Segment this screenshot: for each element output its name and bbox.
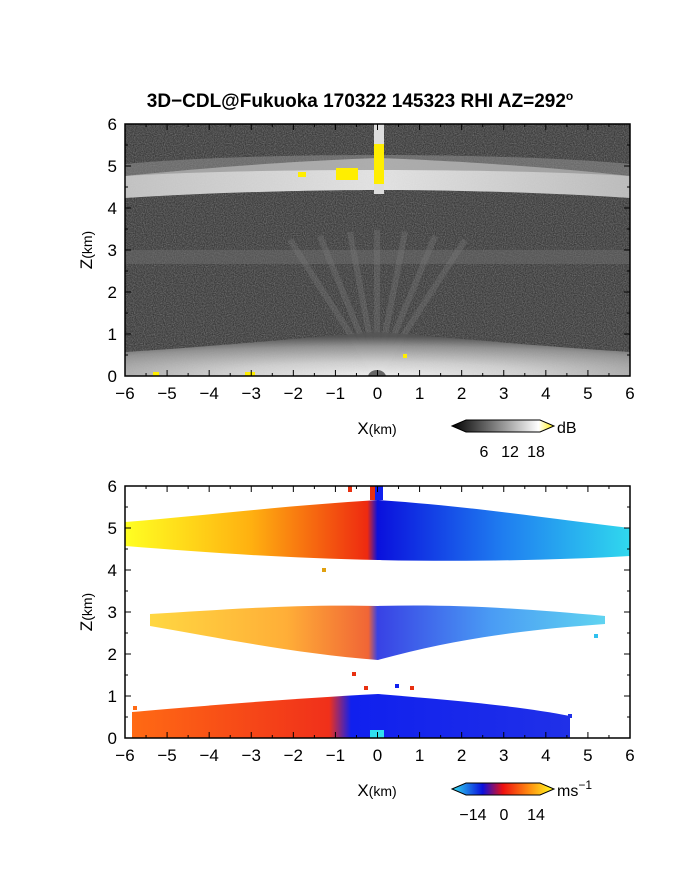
- velocity-axes: −6 −5 −4 −3 −2 −1 0 1 2 3 4 5 6 0 1 2 3 4 5 6: [108, 477, 635, 765]
- velocity-image: [125, 486, 630, 738]
- velocity-middle-layer: [150, 605, 605, 660]
- reflectivity-x-tick-label: −1: [326, 384, 345, 403]
- reflectivity-xlabel: X(km): [357, 419, 396, 438]
- reflectivity-y-tick-label: 1: [108, 325, 117, 344]
- reflectivity-x-tick-label: −6: [115, 384, 134, 403]
- velocity-x-tick-label: −3: [242, 746, 261, 765]
- velocity-ylabel: Z(km): [77, 593, 96, 631]
- reflectivity-xlabel-text: X: [357, 419, 368, 438]
- velocity-colorbar-tick-0: 0: [500, 807, 509, 824]
- velocity-upper-layer: [125, 500, 630, 561]
- reflectivity-x-tick-label: −4: [199, 384, 218, 403]
- velocity-y-tick-label: 0: [108, 729, 117, 748]
- velocity-x-tick-label: 1: [415, 746, 424, 765]
- reflectivity-x-tick-label: −5: [157, 384, 176, 403]
- velocity-x-tick-label: −4: [199, 746, 218, 765]
- reflectivity-panel: −6 −5 −4 −3 −2 −1 0 1 2 3 4 5 6 0 1 2 3 4 5 6: [108, 115, 635, 403]
- reflectivity-x-tick-label: 4: [541, 384, 550, 403]
- reflectivity-y-tick-label: 2: [108, 283, 117, 302]
- reflectivity-x-tick-label: −3: [242, 384, 261, 403]
- reflectivity-colorbar-tick-6: 6: [480, 444, 489, 461]
- chart-title: 3D−CDL@Fukuoka 170322 145323 RHI AZ=292o: [147, 89, 574, 112]
- velocity-colorbar-tick-neg14: −14: [459, 807, 486, 824]
- reflectivity-colorbar-tick-12: 12: [501, 444, 519, 461]
- velocity-y-tick-label: 2: [108, 645, 117, 664]
- velocity-x-tick-label: −2: [284, 746, 303, 765]
- velocity-colorbar: ms−1 −14 0 14: [450, 778, 592, 824]
- title-degree-symbol: o: [566, 89, 573, 103]
- reflectivity-y-tick-label: 6: [108, 115, 117, 134]
- velocity-x-tick-label: −1: [326, 746, 345, 765]
- velocity-xlabel: X(km): [357, 781, 396, 800]
- velocity-x-tick-label: 2: [457, 746, 466, 765]
- velocity-colorbar-unit-base: ms: [557, 783, 578, 800]
- reflectivity-y-tick-label: 4: [108, 199, 117, 218]
- velocity-x-tick-label: −5: [157, 746, 176, 765]
- reflectivity-x-tick-label: −2: [284, 384, 303, 403]
- velocity-ylabel-text: Z: [77, 621, 96, 631]
- velocity-scatter: [133, 486, 598, 718]
- velocity-panel: −6 −5 −4 −3 −2 −1 0 1 2 3 4 5 6 0 1 2 3 4 5 6: [108, 477, 635, 765]
- reflectivity-y-tick-label: 5: [108, 157, 117, 176]
- reflectivity-y-tick-label: 3: [108, 241, 117, 260]
- velocity-y-tick-label: 3: [108, 603, 117, 622]
- reflectivity-x-tick-label: 2: [457, 384, 466, 403]
- boundary-layer: [125, 332, 630, 376]
- velocity-x-tick-label: 3: [499, 746, 508, 765]
- reflectivity-y-tick-label: 0: [108, 367, 117, 386]
- chart-title-main: 3D−CDL@Fukuoka 170322 145323 RHI AZ=292: [147, 91, 566, 112]
- reflectivity-x-tick-label: 0: [373, 384, 382, 403]
- velocity-xlabel-text: X: [357, 781, 368, 800]
- velocity-x-tick-label: 6: [625, 746, 634, 765]
- reflectivity-xlabel-unit: (km): [369, 421, 397, 437]
- velocity-xlabel-unit: (km): [369, 783, 397, 799]
- velocity-x-tick-label: 4: [541, 746, 550, 765]
- reflectivity-x-tick-label: 5: [583, 384, 592, 403]
- velocity-lower-layer: [132, 694, 570, 738]
- high-reflectivity-patches: [153, 144, 407, 376]
- reflectivity-ylabel-unit: (km): [79, 231, 95, 259]
- reflectivity-ylabel-text: Z: [77, 259, 96, 269]
- reflectivity-x-tick-label: 1: [415, 384, 424, 403]
- reflectivity-colorbar-tick-18: 18: [527, 444, 545, 461]
- velocity-colorbar-unit-exponent: −1: [578, 778, 592, 792]
- reflectivity-x-tick-label: 6: [625, 384, 634, 403]
- reflectivity-axes: −6 −5 −4 −3 −2 −1 0 1 2 3 4 5 6 0 1 2 3 4 5 6: [108, 115, 635, 403]
- reflectivity-x-tick-label: 3: [499, 384, 508, 403]
- reflectivity-ylabel: Z(km): [77, 231, 96, 269]
- velocity-colorbar-tick-14: 14: [527, 807, 545, 824]
- velocity-colorbar-unit: ms−1: [557, 778, 592, 800]
- velocity-y-tick-label: 6: [108, 477, 117, 496]
- reflectivity-colorbar-unit: dB: [557, 420, 577, 437]
- velocity-y-tick-label: 4: [108, 561, 117, 580]
- reflectivity-colorbar: dB 6 12 18: [450, 419, 577, 461]
- velocity-y-tick-label: 5: [108, 519, 117, 538]
- velocity-x-tick-label: 0: [373, 746, 382, 765]
- velocity-ylabel-unit: (km): [79, 593, 95, 621]
- reflectivity-image: [125, 124, 630, 376]
- velocity-x-tick-label: −6: [115, 746, 134, 765]
- velocity-y-tick-label: 1: [108, 687, 117, 706]
- velocity-x-tick-label: 5: [583, 746, 592, 765]
